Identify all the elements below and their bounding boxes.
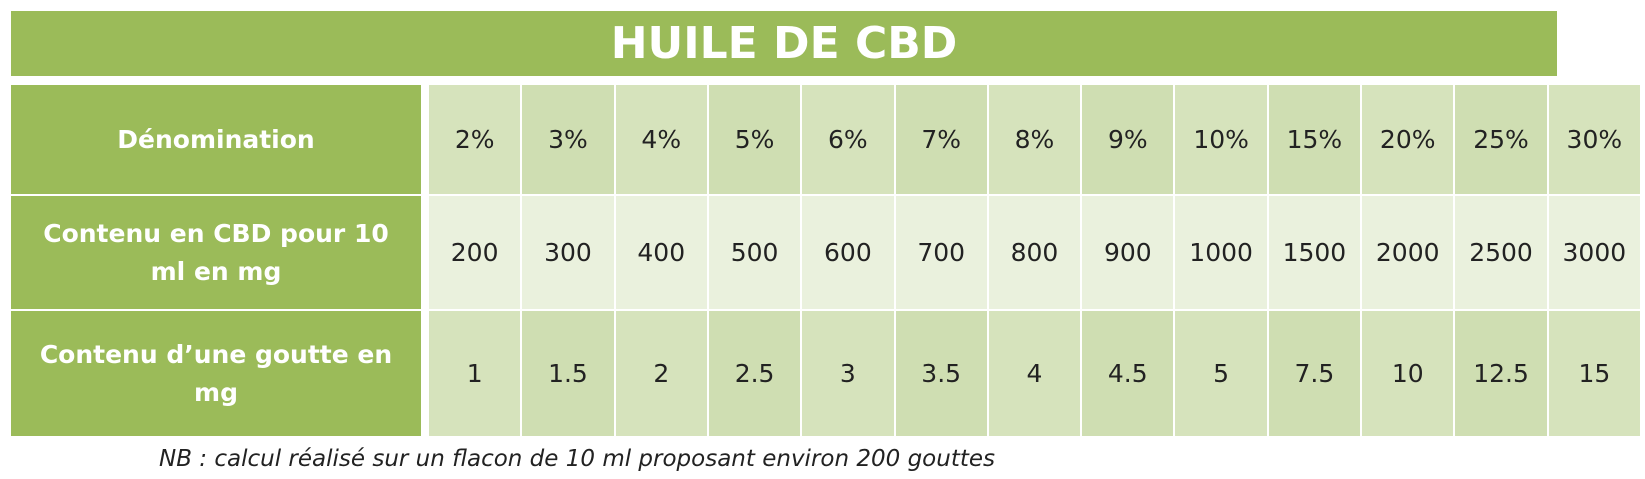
cell: 3.5 bbox=[893, 311, 987, 436]
cell: 12.5 bbox=[1453, 311, 1547, 436]
cell: 9% bbox=[1080, 85, 1174, 194]
cell: 800 bbox=[986, 196, 1081, 309]
cell: 700 bbox=[893, 196, 987, 309]
cell: 500 bbox=[706, 196, 801, 309]
row-label: Contenu d’une goutte en mg bbox=[11, 311, 421, 436]
row-label: Dénomination bbox=[11, 85, 421, 194]
footnote: NB : calcul réalisé sur un flacon de 10 … bbox=[159, 446, 995, 472]
cell: 5% bbox=[706, 85, 801, 194]
cell: 1500 bbox=[1266, 196, 1361, 309]
cell: 8% bbox=[986, 85, 1081, 194]
cell: 200 bbox=[427, 196, 521, 309]
cell: 3% bbox=[520, 85, 614, 194]
cell: 4.5 bbox=[1080, 311, 1174, 436]
cell: 30% bbox=[1546, 85, 1640, 194]
cell: 400 bbox=[613, 196, 707, 309]
cell: 2000 bbox=[1360, 196, 1454, 309]
cell: 600 bbox=[800, 196, 894, 309]
title-bar: HUILE DE CBD bbox=[11, 11, 1557, 76]
cell: 25% bbox=[1453, 85, 1547, 194]
cell: 15 bbox=[1546, 311, 1640, 436]
cell: 300 bbox=[520, 196, 614, 309]
cell: 4% bbox=[613, 85, 707, 194]
cell: 1.5 bbox=[520, 311, 614, 436]
cell: 6% bbox=[800, 85, 894, 194]
cell: 5 bbox=[1173, 311, 1267, 436]
cell: 10% bbox=[1173, 85, 1267, 194]
cell: 2.5 bbox=[706, 311, 801, 436]
cell: 15% bbox=[1266, 85, 1361, 194]
cell: 900 bbox=[1080, 196, 1174, 309]
cell: 1000 bbox=[1173, 196, 1267, 309]
cell: 2500 bbox=[1453, 196, 1547, 309]
cell: 7% bbox=[893, 85, 987, 194]
row-label: Contenu en CBD pour 10 ml en mg bbox=[11, 196, 421, 309]
cell: 4 bbox=[986, 311, 1081, 436]
cell: 20% bbox=[1360, 85, 1454, 194]
cell: 7.5 bbox=[1266, 311, 1361, 436]
table: Dénomination 2% 3% 4% 5% 6% 7% 8% 9% 10% 15% 20% 25%… bbox=[11, 85, 1640, 436]
cell: 1 bbox=[427, 311, 521, 436]
cell: 2 bbox=[613, 311, 707, 436]
cell: 3 bbox=[800, 311, 894, 436]
cell: 2% bbox=[427, 85, 521, 194]
cell: 10 bbox=[1360, 311, 1454, 436]
cell: 3000 bbox=[1546, 196, 1640, 309]
